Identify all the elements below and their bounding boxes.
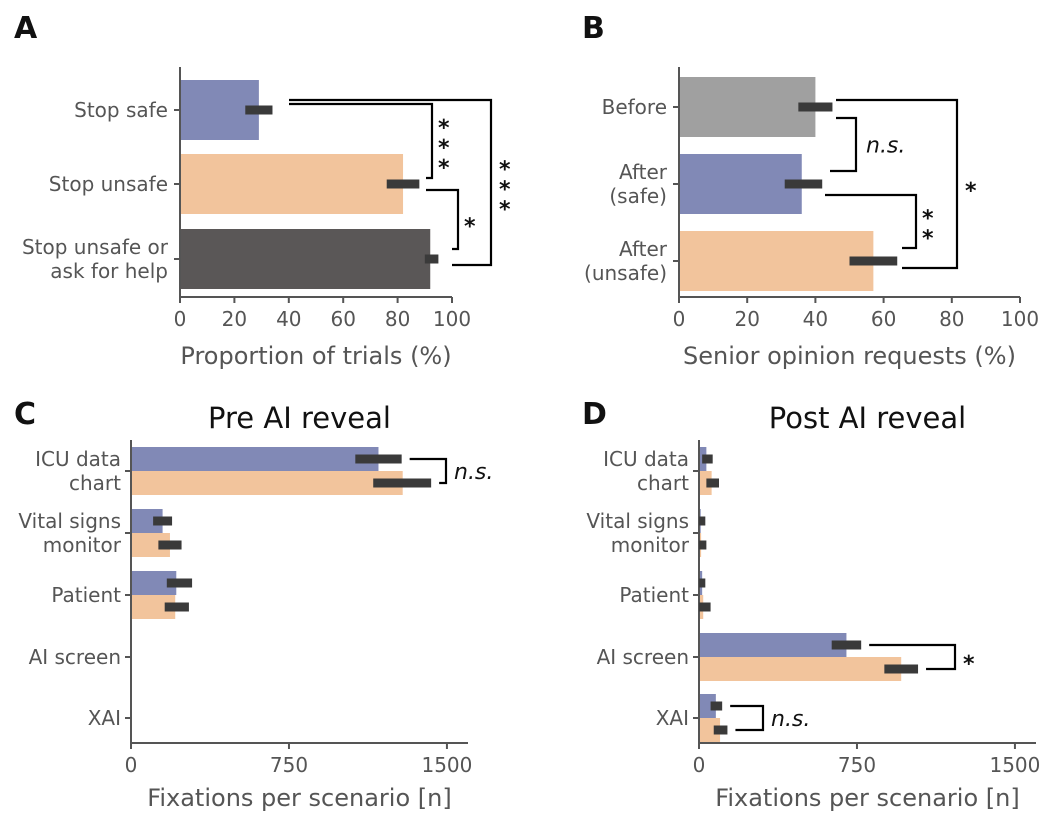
x-tick-label: 100 (433, 307, 471, 331)
x-tick-label: 20 (222, 307, 247, 331)
significance-bracket (836, 98, 959, 270)
category-label: ICU data chart (603, 447, 689, 495)
panel-title: Post AI reveal (769, 401, 966, 435)
category-label: XAI (88, 706, 121, 730)
x-tick-label: 1500 (989, 753, 1040, 777)
x-tick-label: 0 (174, 307, 187, 331)
bar (132, 447, 379, 471)
x-tick-label: 0 (673, 307, 686, 331)
category-label: AI screen (29, 645, 121, 669)
x-tick-label: 60 (871, 307, 896, 331)
significance-bracket (426, 188, 460, 251)
x-tick-label: 60 (330, 307, 355, 331)
panel-letter-d: D (582, 397, 607, 432)
panel-c-chart: Pre AI reveal 0 750 1500 Fixations per scena… (18, 401, 493, 812)
category-label: AI screen (597, 645, 689, 669)
significance-bracket (289, 102, 434, 180)
x-tick-label: 0 (693, 753, 706, 777)
bar (700, 471, 712, 495)
significance-bracket (289, 98, 493, 267)
category-label: Stop safe (74, 98, 168, 122)
significance-bracket (730, 704, 765, 732)
panel-letter-c: C (14, 397, 36, 432)
x-axis-title: Fixations per scenario [n] (147, 784, 451, 812)
significance-label: n.s. (454, 460, 493, 485)
bar (680, 154, 802, 214)
x-tick-label: 0 (125, 753, 138, 777)
x-tick-label: 80 (939, 307, 964, 331)
category-label: After (unsafe) (584, 237, 668, 285)
significance-label: n.s. (866, 134, 905, 159)
bar (181, 154, 404, 214)
x-tick-label: 750 (838, 753, 876, 777)
significance-bracket (869, 643, 957, 671)
category-label: Stop unsafe or ask for help (22, 235, 169, 283)
bar (700, 694, 716, 718)
bar (680, 77, 816, 137)
x-tick-label: 750 (270, 753, 308, 777)
category-label: Patient (51, 583, 121, 607)
bar (700, 657, 902, 681)
x-tick-label: 40 (276, 307, 301, 331)
panel-title: Pre AI reveal (208, 401, 391, 435)
category-label: Patient (619, 583, 689, 607)
bar (132, 471, 403, 495)
x-tick-label: 80 (385, 307, 410, 331)
x-tick-label: 40 (803, 307, 828, 331)
significance-label: * (965, 179, 977, 204)
significance-label: * * * (499, 158, 511, 223)
panel-d-chart: Post AI reveal 0 750 1500 Fixations per scen… (586, 401, 1040, 812)
significance-bracket (830, 116, 858, 173)
significance-label: * * (922, 207, 934, 252)
x-tick-label: 20 (734, 307, 759, 331)
panel-b-chart: 0 20 40 60 80 100 Senior opinion requests (%) B… (584, 67, 1039, 370)
x-axis-title: Senior opinion requests (%) (683, 342, 1016, 370)
category-label: After (safe) (609, 160, 667, 208)
bar (181, 229, 431, 289)
significance-label: * * * (438, 116, 450, 181)
x-tick-label: 1500 (421, 753, 472, 777)
category-label: ICU data chart (35, 447, 121, 495)
significance-bracket (409, 457, 448, 485)
bar (680, 231, 874, 291)
category-label: Stop unsafe (49, 172, 168, 196)
significance-label: * (963, 652, 975, 677)
category-label: XAI (656, 706, 689, 730)
significance-label: n.s. (771, 707, 810, 732)
bar (700, 718, 721, 742)
significance-label: * (464, 215, 476, 240)
category-label: Vital signs monitor (18, 509, 121, 557)
x-axis-title: Proportion of trials (%) (180, 342, 451, 370)
panel-letter-a: A (14, 11, 38, 46)
x-tick-label: 100 (1001, 307, 1039, 331)
category-label: Before (602, 95, 667, 119)
bar (700, 633, 847, 657)
x-axis-title: Fixations per scenario [n] (715, 784, 1019, 812)
panel-letter-b: B (582, 11, 605, 46)
significance-bracket (825, 193, 918, 250)
panel-a-chart: 0 20 40 60 80 100 Proportion of trials (%) Stop… (22, 67, 511, 370)
category-label: Vital signs monitor (586, 509, 689, 557)
